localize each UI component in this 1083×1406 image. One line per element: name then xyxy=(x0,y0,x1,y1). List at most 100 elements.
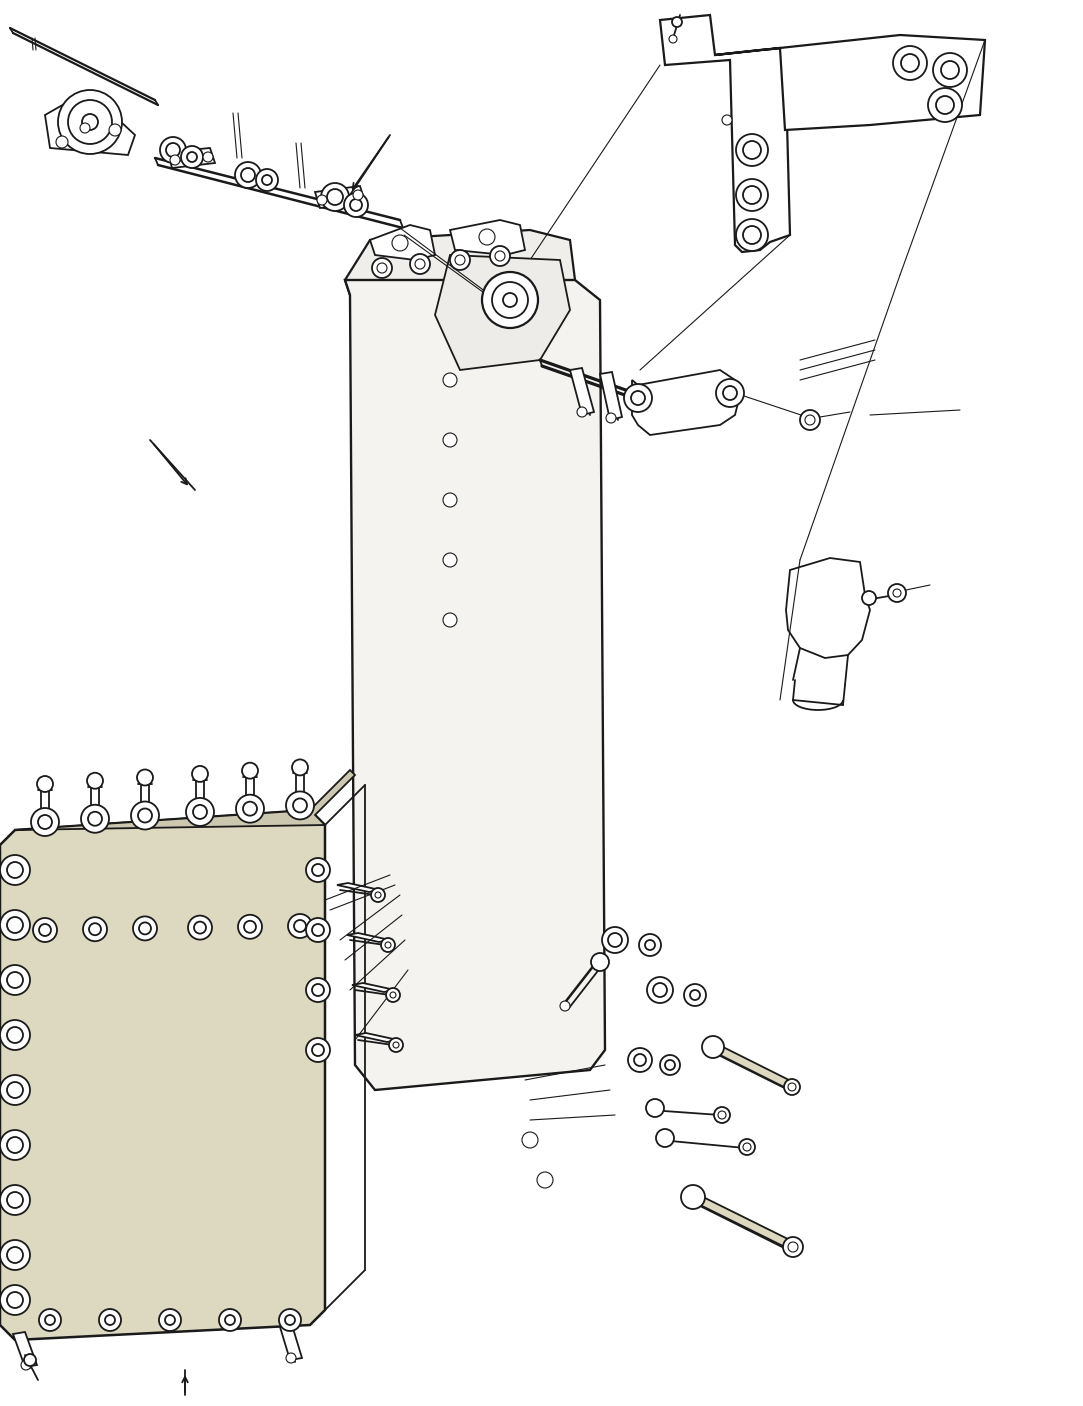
Circle shape xyxy=(716,380,744,406)
Circle shape xyxy=(21,1360,31,1369)
Circle shape xyxy=(6,862,23,877)
Circle shape xyxy=(139,922,151,935)
Circle shape xyxy=(788,1241,798,1251)
Circle shape xyxy=(292,759,308,776)
Circle shape xyxy=(645,1099,664,1116)
Circle shape xyxy=(0,1130,30,1160)
Circle shape xyxy=(285,1315,295,1324)
Circle shape xyxy=(893,46,927,80)
Polygon shape xyxy=(660,15,790,252)
Circle shape xyxy=(901,53,919,72)
Circle shape xyxy=(6,1247,23,1263)
Circle shape xyxy=(743,186,761,204)
Circle shape xyxy=(39,924,51,936)
Circle shape xyxy=(0,1019,30,1050)
Circle shape xyxy=(888,583,906,602)
Circle shape xyxy=(327,188,343,205)
Circle shape xyxy=(928,89,962,122)
Circle shape xyxy=(0,855,30,884)
Circle shape xyxy=(6,1026,23,1043)
Circle shape xyxy=(256,169,278,191)
Circle shape xyxy=(293,799,306,813)
Circle shape xyxy=(443,433,457,447)
Circle shape xyxy=(279,1309,301,1331)
Circle shape xyxy=(503,292,517,307)
Circle shape xyxy=(0,1285,30,1315)
Circle shape xyxy=(87,773,103,789)
Circle shape xyxy=(109,124,121,136)
Circle shape xyxy=(784,1078,800,1095)
Polygon shape xyxy=(690,1194,796,1250)
Circle shape xyxy=(628,1047,652,1071)
Circle shape xyxy=(653,983,667,997)
Circle shape xyxy=(608,934,622,948)
Circle shape xyxy=(634,1054,645,1066)
Circle shape xyxy=(743,141,761,159)
Polygon shape xyxy=(370,225,435,260)
Circle shape xyxy=(639,934,661,956)
Circle shape xyxy=(286,792,314,820)
Circle shape xyxy=(736,219,768,252)
Circle shape xyxy=(371,889,384,903)
Circle shape xyxy=(393,1042,399,1047)
Circle shape xyxy=(492,283,529,318)
Polygon shape xyxy=(315,186,365,208)
Circle shape xyxy=(242,167,255,181)
Circle shape xyxy=(718,1111,726,1119)
Circle shape xyxy=(170,155,180,165)
Circle shape xyxy=(702,1036,725,1057)
Polygon shape xyxy=(632,370,740,434)
Circle shape xyxy=(736,134,768,166)
Circle shape xyxy=(293,920,306,932)
Circle shape xyxy=(225,1315,235,1324)
Circle shape xyxy=(312,865,324,876)
Circle shape xyxy=(166,143,180,157)
Circle shape xyxy=(6,917,23,934)
Circle shape xyxy=(56,136,68,148)
Circle shape xyxy=(660,1054,680,1076)
Circle shape xyxy=(577,406,587,418)
Circle shape xyxy=(443,553,457,567)
Circle shape xyxy=(783,1237,803,1257)
Circle shape xyxy=(788,1083,796,1091)
Circle shape xyxy=(736,179,768,211)
Circle shape xyxy=(6,1137,23,1153)
Circle shape xyxy=(68,100,112,143)
Polygon shape xyxy=(352,983,395,993)
Circle shape xyxy=(805,415,815,425)
Circle shape xyxy=(6,972,23,988)
Polygon shape xyxy=(345,231,575,659)
Circle shape xyxy=(38,815,52,830)
Circle shape xyxy=(344,193,368,217)
Circle shape xyxy=(39,1309,61,1331)
Circle shape xyxy=(138,808,152,823)
Circle shape xyxy=(390,993,396,998)
Circle shape xyxy=(88,811,102,825)
Circle shape xyxy=(624,384,652,412)
Circle shape xyxy=(0,965,30,995)
Circle shape xyxy=(244,921,256,932)
Circle shape xyxy=(443,494,457,508)
Circle shape xyxy=(681,1185,705,1209)
Circle shape xyxy=(455,254,465,264)
Circle shape xyxy=(591,953,609,972)
Polygon shape xyxy=(280,1324,302,1360)
Circle shape xyxy=(131,801,159,830)
Circle shape xyxy=(6,1192,23,1208)
Circle shape xyxy=(6,1292,23,1308)
Circle shape xyxy=(495,252,505,262)
Circle shape xyxy=(81,804,109,832)
Circle shape xyxy=(181,146,203,167)
Circle shape xyxy=(312,1045,324,1056)
Polygon shape xyxy=(435,254,570,370)
Circle shape xyxy=(24,1354,36,1367)
Circle shape xyxy=(862,591,876,605)
Circle shape xyxy=(932,53,967,87)
Circle shape xyxy=(490,246,510,266)
Circle shape xyxy=(0,1185,30,1215)
Polygon shape xyxy=(570,368,593,415)
Circle shape xyxy=(58,90,122,155)
Circle shape xyxy=(312,924,324,936)
Circle shape xyxy=(99,1309,121,1331)
Polygon shape xyxy=(451,219,525,254)
